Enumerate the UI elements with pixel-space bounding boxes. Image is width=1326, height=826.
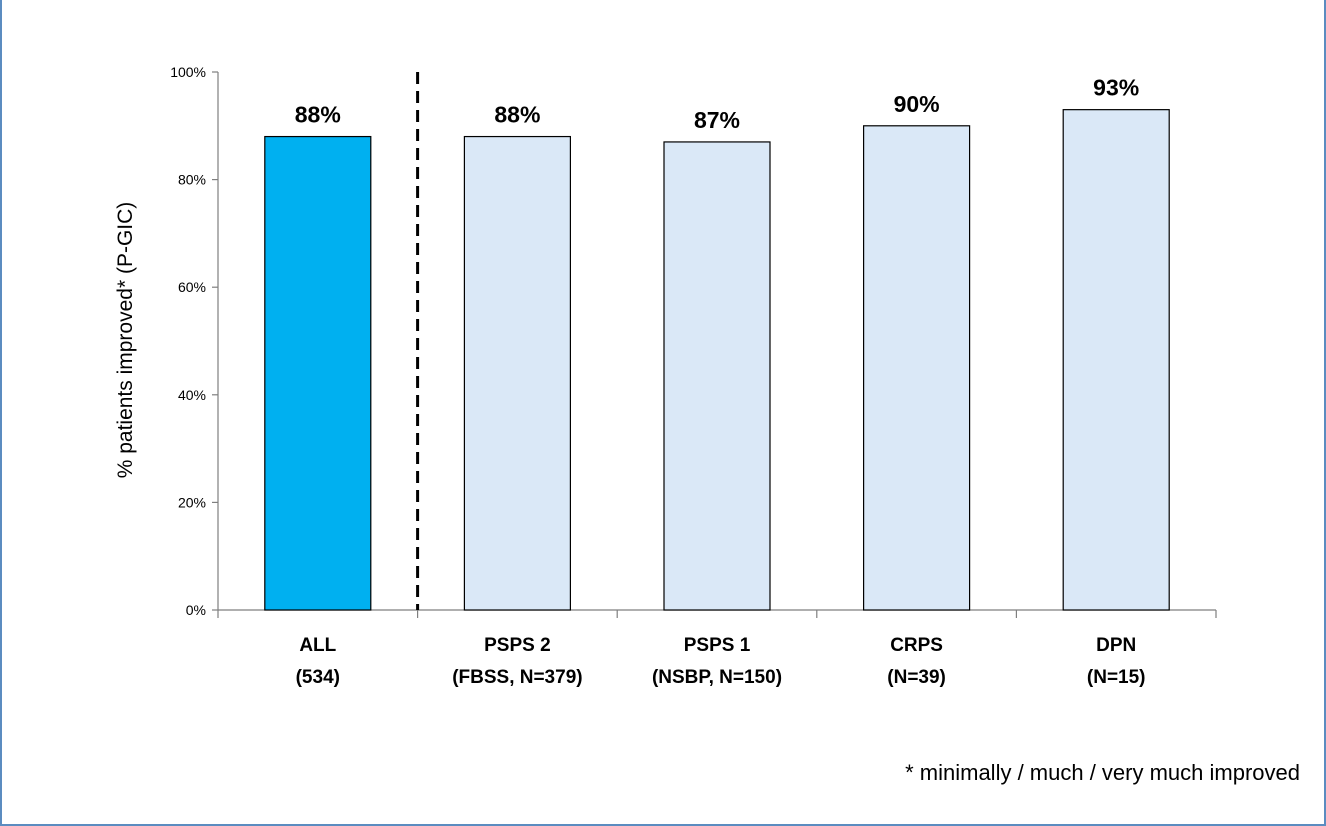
- bar: [463, 135, 571, 611]
- bar: [264, 135, 372, 611]
- data-label: 88%: [494, 102, 540, 128]
- y-axis-label: % patients improved* (P-GIC): [114, 202, 137, 479]
- category-label: CRPS: [890, 635, 943, 656]
- bar: [1062, 109, 1170, 611]
- y-tick-label: 100%: [170, 64, 206, 80]
- category-sublabel: (N=39): [887, 667, 946, 688]
- category-sublabel: (N=15): [1087, 667, 1146, 688]
- bar: [862, 125, 971, 611]
- data-label: 93%: [1093, 75, 1139, 101]
- data-label: 87%: [694, 107, 740, 133]
- category-sublabel: (534): [296, 667, 340, 688]
- y-tick-label: 60%: [178, 279, 206, 295]
- y-tick-label: 20%: [178, 494, 206, 510]
- category-label: PSPS 2: [484, 635, 551, 656]
- category-sublabel: (FBSS, N=379): [452, 667, 582, 688]
- y-tick-label: 40%: [178, 387, 206, 403]
- data-label: 90%: [894, 91, 940, 117]
- bars: [264, 109, 1170, 611]
- bar: [663, 141, 771, 611]
- category-label: DPN: [1096, 635, 1136, 656]
- y-ticks: 0% 20% 40% 60% 80% 100%: [170, 64, 218, 618]
- category-label: ALL: [299, 635, 336, 656]
- category-label: PSPS 1: [684, 635, 751, 656]
- y-tick-label: 80%: [178, 172, 206, 188]
- category-labels: ALL (534) PSPS 2 (FBSS, N=379) PSPS 1 (NSBP, …: [296, 635, 1146, 688]
- data-labels: 88% 88% 87% 90% 93%: [295, 75, 1139, 133]
- data-label: 88%: [295, 102, 341, 128]
- footnote: * minimally / much / very much improved: [905, 760, 1300, 785]
- y-tick-label: 0%: [186, 602, 206, 618]
- category-sublabel: (NSBP, N=150): [652, 667, 782, 688]
